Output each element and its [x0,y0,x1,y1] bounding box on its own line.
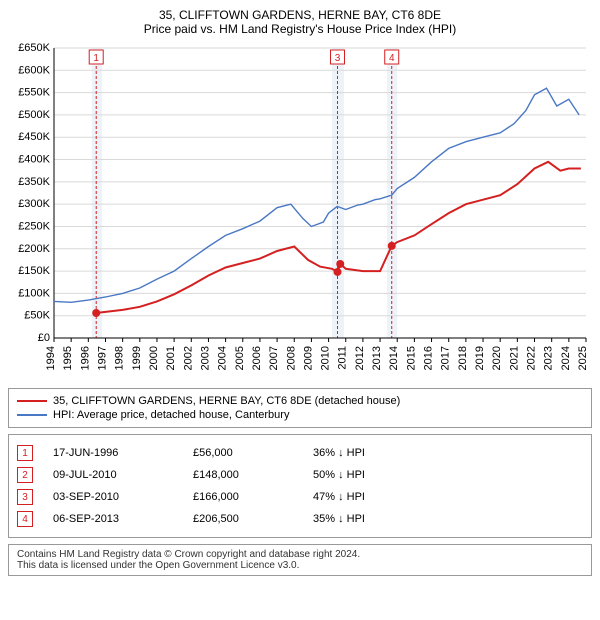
legend-label: 35, CLIFFTOWN GARDENS, HERNE BAY, CT6 8D… [53,395,400,407]
svg-text:2021: 2021 [508,346,520,370]
chart-subtitle: Price paid vs. HM Land Registry's House … [8,22,592,36]
svg-text:£0: £0 [38,332,50,344]
attribution-line: Contains HM Land Registry data © Crown c… [17,549,583,560]
transaction-price: £56,000 [193,447,293,459]
svg-text:2011: 2011 [337,346,349,370]
transaction-diff: 50% ↓ HPI [313,469,403,481]
svg-text:£450K: £450K [18,131,50,143]
svg-text:1997: 1997 [96,346,108,370]
svg-text:2025: 2025 [577,346,589,370]
svg-text:2018: 2018 [457,346,469,370]
svg-text:£300K: £300K [18,198,50,210]
svg-text:2005: 2005 [234,346,246,370]
svg-text:1995: 1995 [62,346,74,370]
svg-text:£150K: £150K [18,265,50,277]
svg-text:£550K: £550K [18,87,50,99]
svg-text:2000: 2000 [148,346,160,370]
transaction-price: £206,500 [193,513,293,525]
transaction-row: 3 03-SEP-2010 £166,000 47% ↓ HPI [17,489,583,505]
transaction-price: £166,000 [193,491,293,503]
svg-text:2020: 2020 [491,346,503,370]
svg-text:2006: 2006 [251,346,263,370]
svg-text:2013: 2013 [371,346,383,370]
svg-text:2008: 2008 [285,346,297,370]
svg-text:2002: 2002 [182,346,194,370]
legend-item: 35, CLIFFTOWN GARDENS, HERNE BAY, CT6 8D… [17,395,583,407]
svg-text:2023: 2023 [543,346,555,370]
svg-text:£200K: £200K [18,243,50,255]
attribution-line: This data is licensed under the Open Gov… [17,560,583,571]
transaction-diff: 36% ↓ HPI [313,447,403,459]
svg-text:1: 1 [93,53,99,64]
transaction-badge: 2 [17,467,33,483]
transaction-date: 09-JUL-2010 [53,469,173,481]
transaction-row: 2 09-JUL-2010 £148,000 50% ↓ HPI [17,467,583,483]
transaction-diff: 35% ↓ HPI [313,513,403,525]
svg-text:2014: 2014 [388,346,400,370]
transaction-diff: 47% ↓ HPI [313,491,403,503]
svg-text:2022: 2022 [526,346,538,370]
transaction-badge: 3 [17,489,33,505]
attribution: Contains HM Land Registry data © Crown c… [8,544,592,576]
svg-text:£100K: £100K [18,287,50,299]
svg-text:2015: 2015 [405,346,417,370]
svg-text:2004: 2004 [217,346,229,370]
svg-text:1998: 1998 [114,346,126,370]
svg-text:3: 3 [335,53,341,64]
svg-text:2007: 2007 [268,346,280,370]
transaction-date: 03-SEP-2010 [53,491,173,503]
svg-text:£650K: £650K [18,42,50,54]
svg-text:2010: 2010 [320,346,332,370]
price-chart: £0 £50K £100K £150K £200K £250K £300K £350K £400… [8,42,592,382]
transaction-date: 06-SEP-2013 [53,513,173,525]
svg-text:1996: 1996 [79,346,91,370]
transaction-table: 1 17-JUN-1996 £56,000 36% ↓ HPI 2 09-JUL-2010… [8,434,592,538]
svg-text:£250K: £250K [18,220,50,232]
svg-text:2003: 2003 [199,346,211,370]
svg-text:£350K: £350K [18,176,50,188]
transaction-price: £148,000 [193,469,293,481]
legend-swatch [17,414,47,416]
transaction-date: 17-JUN-1996 [53,447,173,459]
svg-text:2016: 2016 [423,346,435,370]
svg-text:1994: 1994 [45,346,57,370]
legend: 35, CLIFFTOWN GARDENS, HERNE BAY, CT6 8D… [8,388,592,428]
legend-item: HPI: Average price, detached house, Cant… [17,409,583,421]
transaction-badge: 4 [17,511,33,527]
svg-text:£400K: £400K [18,154,50,166]
svg-text:2012: 2012 [354,346,366,370]
svg-text:£50K: £50K [24,310,50,322]
transaction-badge: 1 [17,445,33,461]
svg-text:2017: 2017 [440,346,452,370]
svg-text:2009: 2009 [302,346,314,370]
svg-text:2001: 2001 [165,346,177,370]
chart-title: 35, CLIFFTOWN GARDENS, HERNE BAY, CT6 8D… [8,8,592,22]
legend-label: HPI: Average price, detached house, Cant… [53,409,289,421]
legend-swatch [17,400,47,402]
svg-text:2019: 2019 [474,346,486,370]
transaction-row: 4 06-SEP-2013 £206,500 35% ↓ HPI [17,511,583,527]
svg-text:1999: 1999 [131,346,143,370]
transaction-row: 1 17-JUN-1996 £56,000 36% ↓ HPI [17,445,583,461]
svg-text:£500K: £500K [18,109,50,121]
svg-text:4: 4 [389,53,395,64]
svg-text:2024: 2024 [560,346,572,370]
svg-text:£600K: £600K [18,64,50,76]
